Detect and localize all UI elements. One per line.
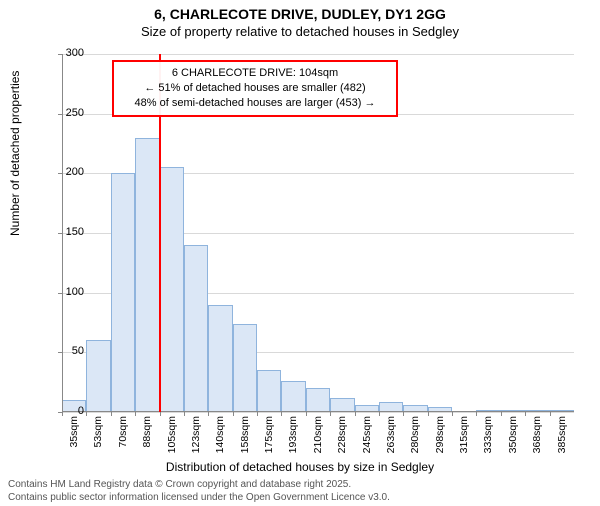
x-tick-label: 333sqm [482,416,494,462]
histogram-bar [184,245,208,412]
histogram-bar [233,324,257,412]
x-tick-mark [160,412,161,416]
y-axis-label: Number of detached properties [8,71,22,236]
x-tick-label: 350sqm [507,416,519,462]
footer-line2: Contains public sector information licen… [8,492,390,505]
histogram-bar [281,381,305,412]
x-tick-label: 298sqm [434,416,446,462]
x-tick-label: 315sqm [458,416,470,462]
x-tick-mark [184,412,185,416]
chart-title: 6, CHARLECOTE DRIVE, DUDLEY, DY1 2GG [0,6,600,22]
x-tick-mark [208,412,209,416]
x-tick-mark [306,412,307,416]
x-tick-mark [550,412,551,416]
x-tick-mark [428,412,429,416]
x-tick-mark [476,412,477,416]
x-tick-mark [86,412,87,416]
x-tick-label: 385sqm [556,416,568,462]
x-tick-mark [257,412,258,416]
x-tick-mark [355,412,356,416]
annotation-box: 6 CHARLECOTE DRIVE: 104sqm ← 51% of deta… [112,60,398,117]
x-tick-mark [525,412,526,416]
x-tick-mark [233,412,234,416]
x-tick-label: 228sqm [336,416,348,462]
x-tick-label: 105sqm [166,416,178,462]
histogram-bar [135,138,159,412]
y-tick-label: 300 [44,47,84,59]
x-tick-mark [379,412,380,416]
x-tick-mark [281,412,282,416]
x-tick-label: 123sqm [190,416,202,462]
histogram-bar [257,370,281,412]
x-tick-label: 35sqm [68,416,80,462]
y-tick-label: 100 [44,286,84,298]
histogram-bar [86,340,110,412]
x-tick-label: 158sqm [239,416,251,462]
histogram-bar [111,173,135,412]
footer-line1: Contains HM Land Registry data © Crown c… [8,479,390,492]
annotation-line3: 48% of semi-detached houses are larger (… [122,96,388,111]
x-tick-label: 280sqm [409,416,421,462]
x-tick-label: 88sqm [141,416,153,462]
x-axis-label: Distribution of detached houses by size … [0,460,600,474]
x-tick-label: 140sqm [214,416,226,462]
x-tick-mark [135,412,136,416]
x-tick-label: 70sqm [117,416,129,462]
x-tick-mark [403,412,404,416]
y-tick-label: 0 [44,405,84,417]
histogram-bar [306,388,330,412]
y-tick-label: 150 [44,226,84,238]
x-tick-mark [501,412,502,416]
histogram-bar [160,167,184,412]
x-tick-label: 53sqm [92,416,104,462]
x-tick-label: 210sqm [312,416,324,462]
y-tick-label: 50 [44,345,84,357]
histogram-bar [208,305,232,412]
x-tick-label: 175sqm [263,416,275,462]
x-axis-line [62,411,574,412]
x-tick-label: 368sqm [531,416,543,462]
footer-attribution: Contains HM Land Registry data © Crown c… [8,479,390,504]
y-tick-label: 250 [44,107,84,119]
annotation-line2: ← 51% of detached houses are smaller (48… [122,81,388,96]
annotation-line1: 6 CHARLECOTE DRIVE: 104sqm [122,66,388,81]
plot-area: 6 CHARLECOTE DRIVE: 104sqm ← 51% of deta… [62,54,574,412]
x-tick-mark [111,412,112,416]
x-tick-label: 245sqm [361,416,373,462]
x-tick-mark [452,412,453,416]
chart-subtitle: Size of property relative to detached ho… [0,24,600,39]
grid-line [62,412,574,413]
x-tick-label: 263sqm [385,416,397,462]
y-tick-label: 200 [44,166,84,178]
histogram-bar [330,398,354,412]
x-tick-mark [330,412,331,416]
x-tick-label: 193sqm [287,416,299,462]
